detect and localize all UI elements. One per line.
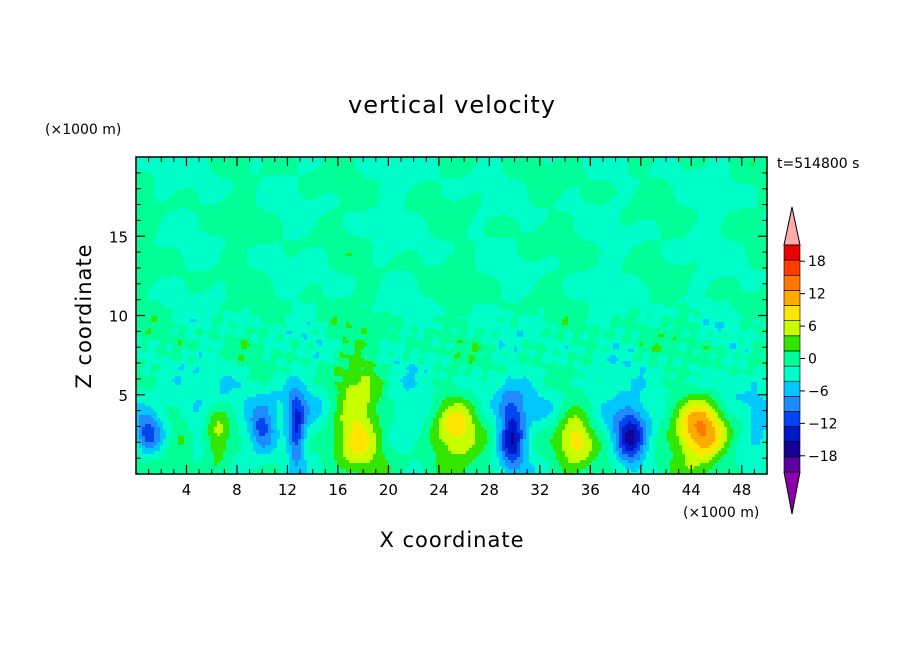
y-tick-label: 15: [109, 228, 128, 246]
colorbar-under-arrow: [783, 471, 801, 515]
colorbar-segment: [783, 396, 801, 412]
colorbar-segment: [783, 426, 801, 443]
colorbar-tick-label: 0: [808, 352, 817, 368]
colorbar-tick-label: 6: [808, 319, 817, 335]
colorbar-segment: [783, 365, 801, 382]
y-tick-label: 5: [118, 387, 128, 405]
colorbar-segment: [783, 441, 801, 458]
colorbar-segment: [783, 305, 801, 321]
colorbar-segment: [783, 320, 801, 337]
colorbar-segment: [783, 350, 801, 367]
y-tick-label: 10: [109, 308, 128, 326]
colorbar-segment: [783, 456, 801, 473]
colorbar-over-arrow: [783, 206, 801, 246]
y-axis-label: Z coordinate: [72, 243, 96, 388]
time-label: t=514800 s: [777, 156, 859, 172]
colorbar-segment: [783, 290, 801, 306]
x-tick-label: 28: [480, 481, 499, 499]
x-unit-label: (×1000 m): [683, 505, 759, 521]
colorbar-segment: [783, 274, 801, 291]
colorbar-segment: [783, 259, 801, 276]
colorbar-tick-label: −12: [808, 416, 838, 432]
colorbar: −18 −12 −6 0 6 12 18: [783, 206, 838, 515]
x-tick-label: 48: [732, 481, 751, 499]
colorbar-segment: [783, 411, 801, 427]
x-tick-label: 20: [379, 481, 398, 499]
colorbar-segment: [783, 380, 801, 397]
colorbar-tick-label: 12: [808, 287, 826, 303]
colorbar-tick-label: −18: [808, 449, 838, 465]
x-tick-label: 32: [530, 481, 549, 499]
x-tick-label: 44: [682, 481, 701, 499]
x-tick-label: 24: [429, 481, 448, 499]
y-unit-label: (×1000 m): [45, 122, 121, 138]
x-tick-label: 40: [631, 481, 650, 499]
x-tick-label: 8: [232, 481, 242, 499]
contour-field: [136, 157, 767, 474]
colorbar-tick-label: −6: [808, 384, 829, 400]
colorbar-tick-label: 18: [808, 254, 826, 270]
x-tick-label: 16: [328, 481, 347, 499]
x-tick-label: 4: [182, 481, 192, 499]
x-tick-label: 12: [278, 481, 297, 499]
chart-title: vertical velocity: [348, 91, 556, 119]
x-tick-label: 36: [581, 481, 600, 499]
x-axis-label: X coordinate: [379, 528, 524, 552]
colorbar-segment: [783, 244, 801, 261]
colorbar-segment: [783, 335, 801, 352]
